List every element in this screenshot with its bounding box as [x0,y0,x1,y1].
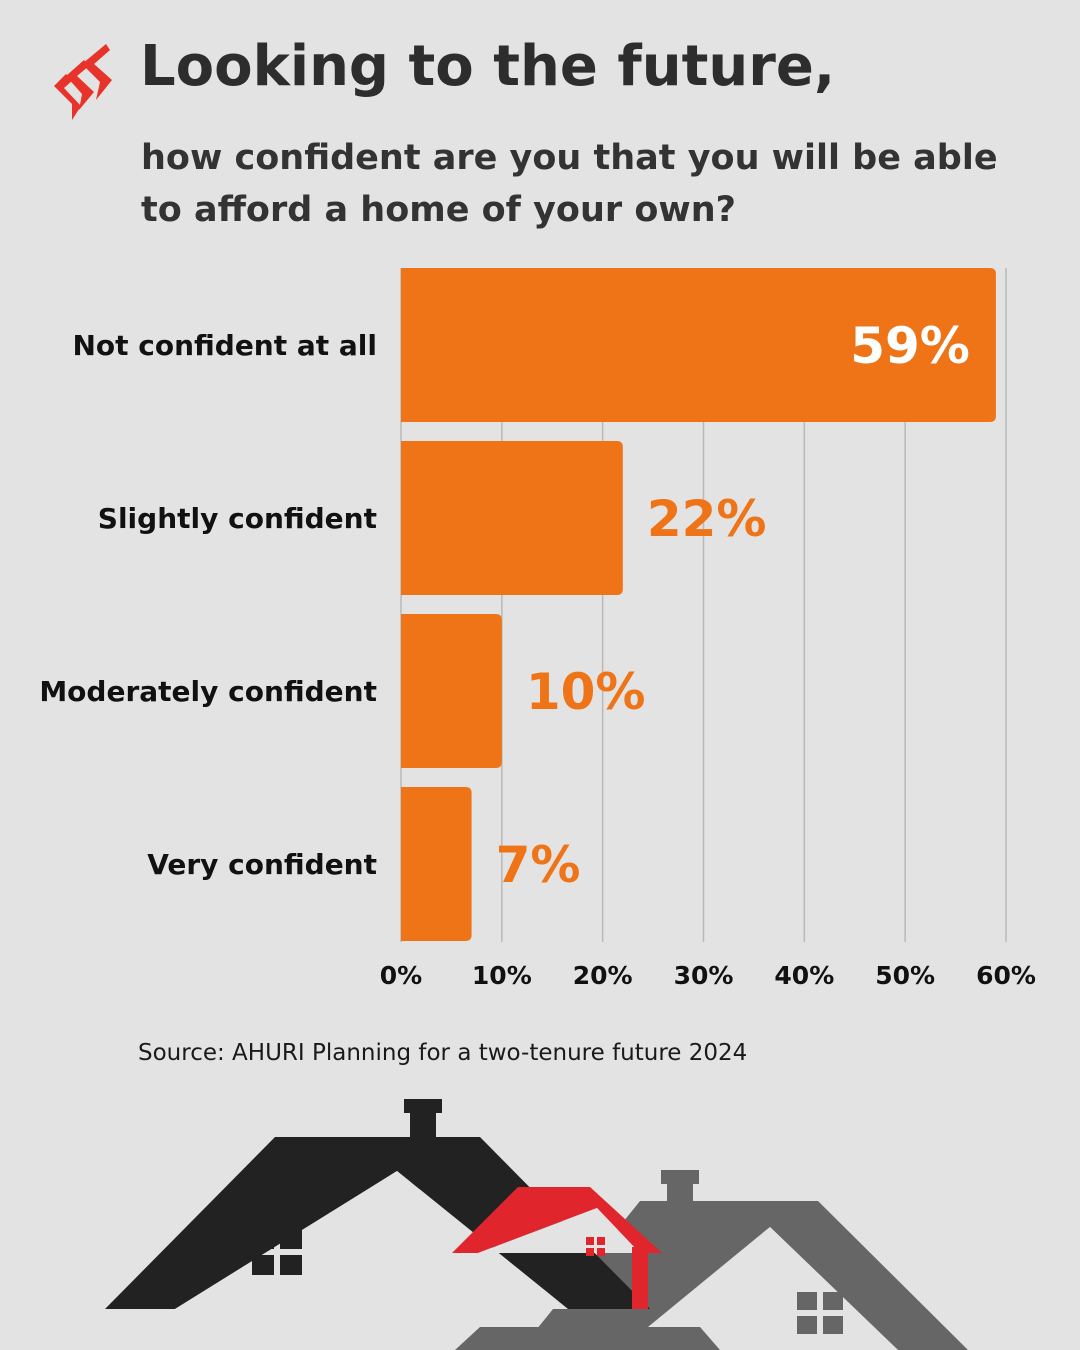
page-subtitle: how confident are you that you will be a… [141,138,998,230]
data-label: 7% [496,836,581,894]
x-tick-label: 50% [875,961,935,990]
data-label: 59% [850,317,970,375]
x-tick-label: 20% [573,961,633,990]
data-label: 10% [526,663,646,721]
category-label: Very confident [147,848,377,881]
x-tick-label: 60% [976,961,1036,990]
bar-chart: 0% 10% 20% 30% 40% 50% 60% Not confident at all… [39,268,1036,990]
bar [401,614,502,768]
category-label: Moderately confident [39,675,377,708]
x-tick-label: 30% [674,961,734,990]
bar [401,268,996,422]
page-title: Looking to the future, [140,34,836,99]
source-note: Source: AHURI Planning for a two-tenure … [138,1040,748,1066]
category-label: Slightly confident [98,502,377,535]
sbs-logo-icon [44,40,124,128]
bar [401,441,623,595]
x-tick-label: 10% [472,961,532,990]
x-tick-label: 0% [380,961,422,990]
data-label: 22% [647,490,767,548]
bar [401,787,472,941]
houses-illustration-icon [105,1099,968,1350]
category-label: Not confident at all [72,329,377,362]
x-tick-label: 40% [774,961,834,990]
